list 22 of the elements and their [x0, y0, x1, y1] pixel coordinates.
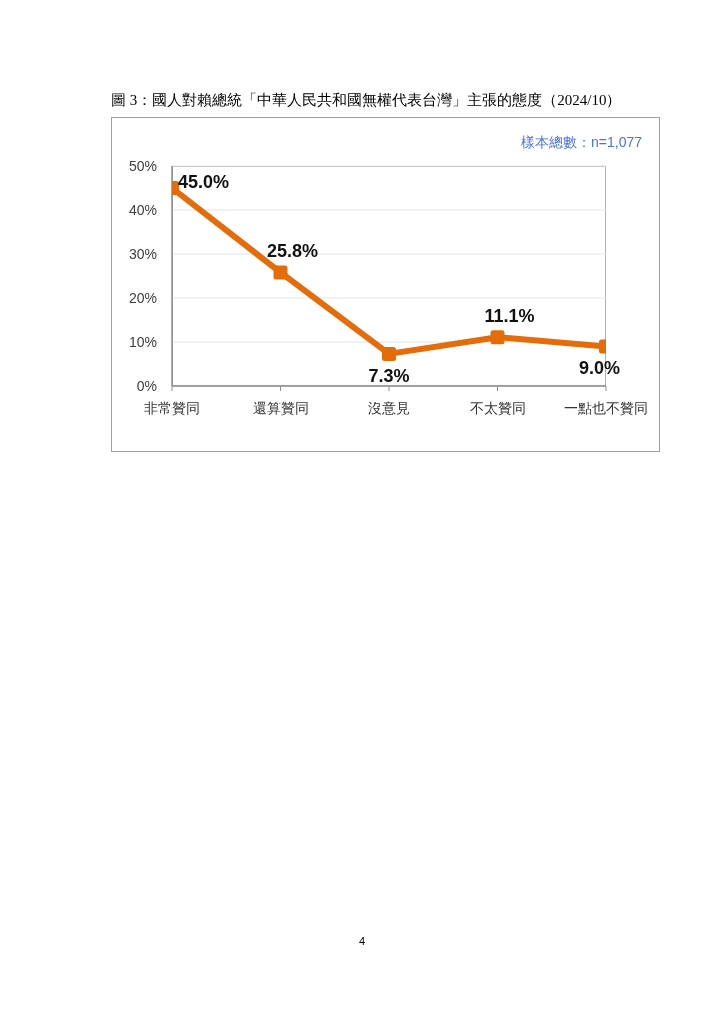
data-label: 45.0% [178, 172, 230, 192]
point [273, 265, 288, 280]
x-tick-label: 不太贊同 [469, 399, 526, 416]
y-tick-label: 20% [128, 289, 157, 306]
point [382, 346, 396, 361]
chart-title: 圖 3：國人對賴總統「中華人民共和國無權代表台灣」主張的態度（2024/10） [111, 91, 622, 109]
text: 樣本總數：n=1,077 [521, 134, 642, 151]
x-tick-label: 還算贊同 [252, 399, 309, 416]
y-tick-label: 30% [128, 245, 157, 262]
data-label: 11.1% [484, 306, 535, 327]
data-label: 7.3% [368, 365, 410, 386]
data-label: 9.0% [578, 358, 620, 379]
x-tick-label: 非常贊同 [144, 399, 200, 416]
y-tick-label: 0% [136, 377, 157, 394]
y-tick-label: 10% [128, 333, 157, 350]
y-tick-label: 40% [128, 201, 157, 218]
y-tick-label: 50% [128, 157, 157, 174]
x-tick-label: 沒意見 [368, 399, 410, 416]
point [490, 330, 505, 345]
x-tick-label: 一點也不贊同 [564, 399, 648, 416]
text: 4 [357, 934, 367, 948]
data-label: 25.8% [266, 241, 319, 262]
